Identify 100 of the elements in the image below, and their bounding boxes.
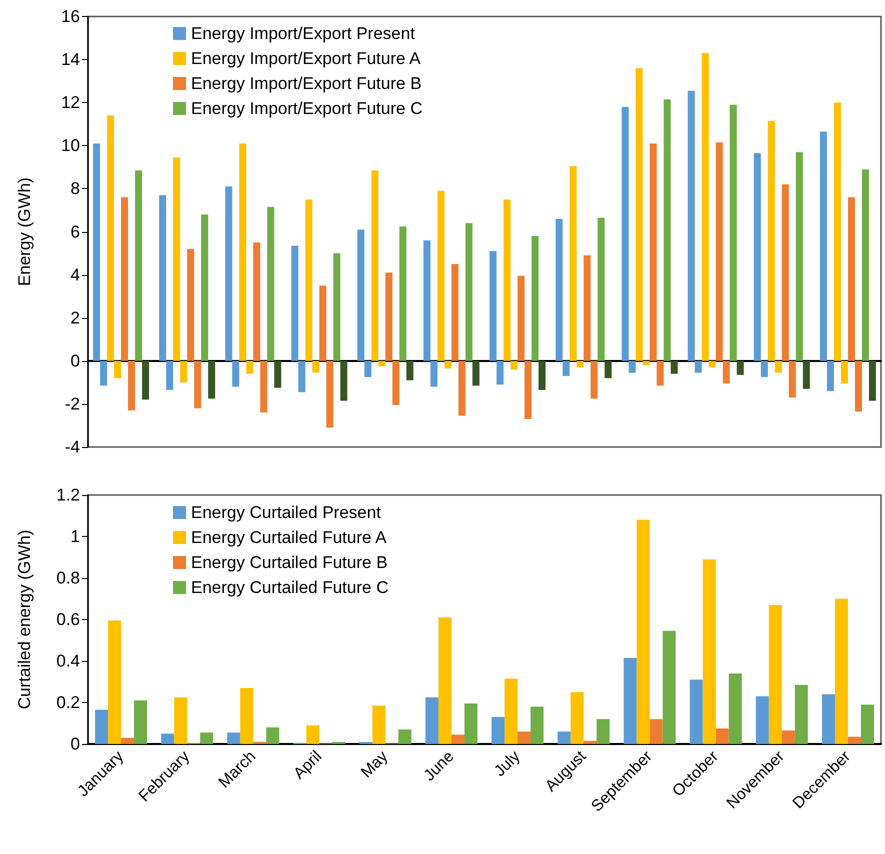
bar — [208, 360, 216, 399]
bar — [650, 143, 657, 361]
bar — [134, 700, 148, 744]
bar — [754, 153, 761, 361]
bar — [425, 697, 438, 744]
bar — [782, 184, 789, 361]
bar — [437, 190, 444, 361]
y-tick-label: -2 — [64, 394, 80, 414]
bar — [246, 360, 254, 374]
bar — [774, 360, 782, 373]
bar — [556, 218, 563, 361]
bar — [558, 732, 571, 744]
bar — [702, 559, 716, 744]
legend-label: Energy Curtailed Future A — [191, 528, 388, 547]
bar — [820, 132, 827, 361]
bar — [722, 360, 730, 384]
y-tick-label: 0.6 — [56, 610, 80, 629]
bar — [187, 248, 194, 361]
y-tick-label: 0.8 — [56, 568, 80, 588]
bar — [239, 143, 246, 361]
bar — [624, 658, 637, 744]
bar — [227, 732, 240, 744]
bar — [357, 230, 364, 361]
bar — [598, 218, 605, 361]
bar — [201, 214, 208, 361]
bar — [662, 630, 676, 744]
bar — [451, 264, 458, 361]
bar — [114, 360, 122, 378]
bar — [364, 360, 372, 378]
bar — [848, 736, 861, 744]
bar — [423, 240, 430, 361]
bar — [604, 360, 612, 378]
bar — [472, 360, 480, 386]
bar — [260, 360, 268, 413]
bar — [174, 697, 188, 744]
bar — [194, 360, 202, 408]
bar — [458, 360, 466, 416]
bar — [504, 678, 518, 744]
bar — [664, 99, 671, 361]
legend-label: Energy Import/Export Future A — [191, 49, 422, 68]
bar — [340, 360, 348, 401]
bar — [298, 360, 306, 392]
bar — [562, 360, 570, 376]
y-tick-label: 6 — [70, 222, 80, 242]
bar — [794, 684, 808, 744]
y-tick-label: 8 — [70, 179, 80, 198]
y-tick-label: 1 — [70, 527, 80, 546]
legend-label: Energy Import/Export Future B — [191, 74, 422, 93]
bar — [465, 223, 472, 361]
bar — [312, 360, 320, 373]
bar — [225, 186, 232, 361]
y-axis-title: Energy (GWh) — [15, 177, 34, 286]
bar — [702, 53, 709, 361]
bar — [451, 734, 464, 744]
bar — [95, 710, 108, 744]
bar — [782, 730, 795, 744]
bar — [636, 520, 650, 744]
bar — [834, 598, 848, 744]
bar — [496, 360, 504, 385]
bar — [756, 696, 769, 744]
bar — [628, 360, 636, 373]
bar — [492, 717, 505, 744]
bar — [166, 360, 174, 390]
y-axis-title: Curtailed energy (GWh) — [15, 530, 34, 710]
y-tick-label: 16 — [61, 7, 80, 26]
bar — [398, 729, 412, 744]
bar — [822, 694, 835, 744]
bar — [650, 719, 663, 744]
bar — [840, 360, 848, 384]
bar — [694, 360, 702, 373]
bar — [518, 732, 531, 744]
bar — [862, 169, 869, 361]
bar — [768, 604, 782, 744]
bar — [590, 360, 598, 399]
bar — [108, 620, 122, 744]
bar — [716, 728, 729, 744]
bar — [173, 157, 180, 361]
bar — [128, 360, 136, 410]
bar — [834, 102, 841, 361]
bar — [490, 251, 497, 361]
bar — [736, 360, 744, 375]
bar — [570, 166, 577, 361]
bar — [392, 360, 400, 406]
bar — [530, 706, 544, 744]
bar — [430, 360, 438, 387]
x-tick-label: May — [358, 748, 392, 782]
bar — [161, 734, 174, 744]
y-tick-label: 0 — [70, 351, 80, 370]
bar — [622, 106, 629, 361]
bar — [854, 360, 862, 412]
legend-label: Energy Curtailed Present — [191, 503, 382, 522]
bar — [305, 199, 312, 361]
bar — [768, 120, 775, 361]
bar — [232, 360, 240, 387]
bar — [267, 206, 274, 361]
bar — [464, 704, 478, 744]
y-tick-label: 10 — [61, 136, 80, 156]
bar — [438, 617, 452, 744]
bar — [848, 197, 855, 361]
bar — [93, 143, 100, 361]
